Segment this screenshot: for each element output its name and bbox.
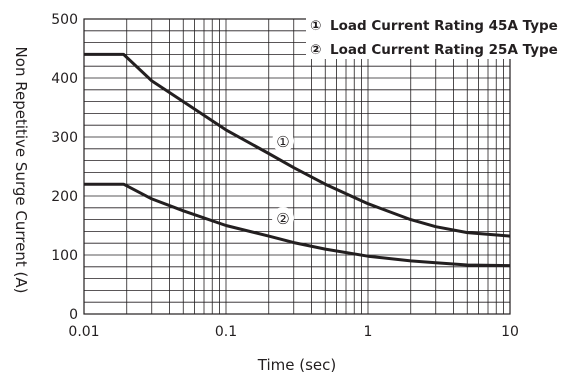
curves bbox=[84, 52, 511, 268]
curve-label-2-bg bbox=[272, 207, 294, 229]
x-axis-title: Time (sec) bbox=[257, 356, 336, 374]
y-tick-label: 200 bbox=[51, 189, 78, 205]
legend-marker-2: ② bbox=[310, 42, 321, 58]
y-tick-label: 0 bbox=[69, 307, 78, 323]
legend-label-2: Load Current Rating 25A Type bbox=[330, 42, 558, 58]
x-tick-label: 1 bbox=[364, 324, 373, 340]
legend-marker-1: ① bbox=[310, 18, 321, 34]
curve-label-2: ② bbox=[276, 210, 289, 228]
x-tick-label: 0.01 bbox=[68, 324, 99, 340]
curve-label-1: ① bbox=[276, 133, 289, 151]
legend-label-1: Load Current Rating 45A Type bbox=[330, 18, 558, 34]
y-tick-label: 300 bbox=[51, 130, 78, 146]
x-tick-label: 10 bbox=[501, 324, 519, 340]
y-tick-label: 400 bbox=[51, 71, 78, 87]
plot-area-frame bbox=[83, 18, 511, 315]
legend-background bbox=[306, 11, 511, 59]
tick-labels: 0 100 200 300 400 500 0.01 0.1 1 10 bbox=[51, 12, 519, 340]
curve-label-1-bg bbox=[272, 130, 294, 152]
y-tick-label: 100 bbox=[51, 248, 78, 264]
x-tick-label: 0.1 bbox=[215, 324, 237, 340]
y-tick-label: 500 bbox=[51, 12, 78, 28]
grid bbox=[84, 19, 510, 314]
series-line-2 bbox=[84, 182, 511, 268]
series-line-1 bbox=[84, 52, 511, 238]
y-axis-title: Non Repetitive Surge Current (A) bbox=[12, 47, 30, 294]
